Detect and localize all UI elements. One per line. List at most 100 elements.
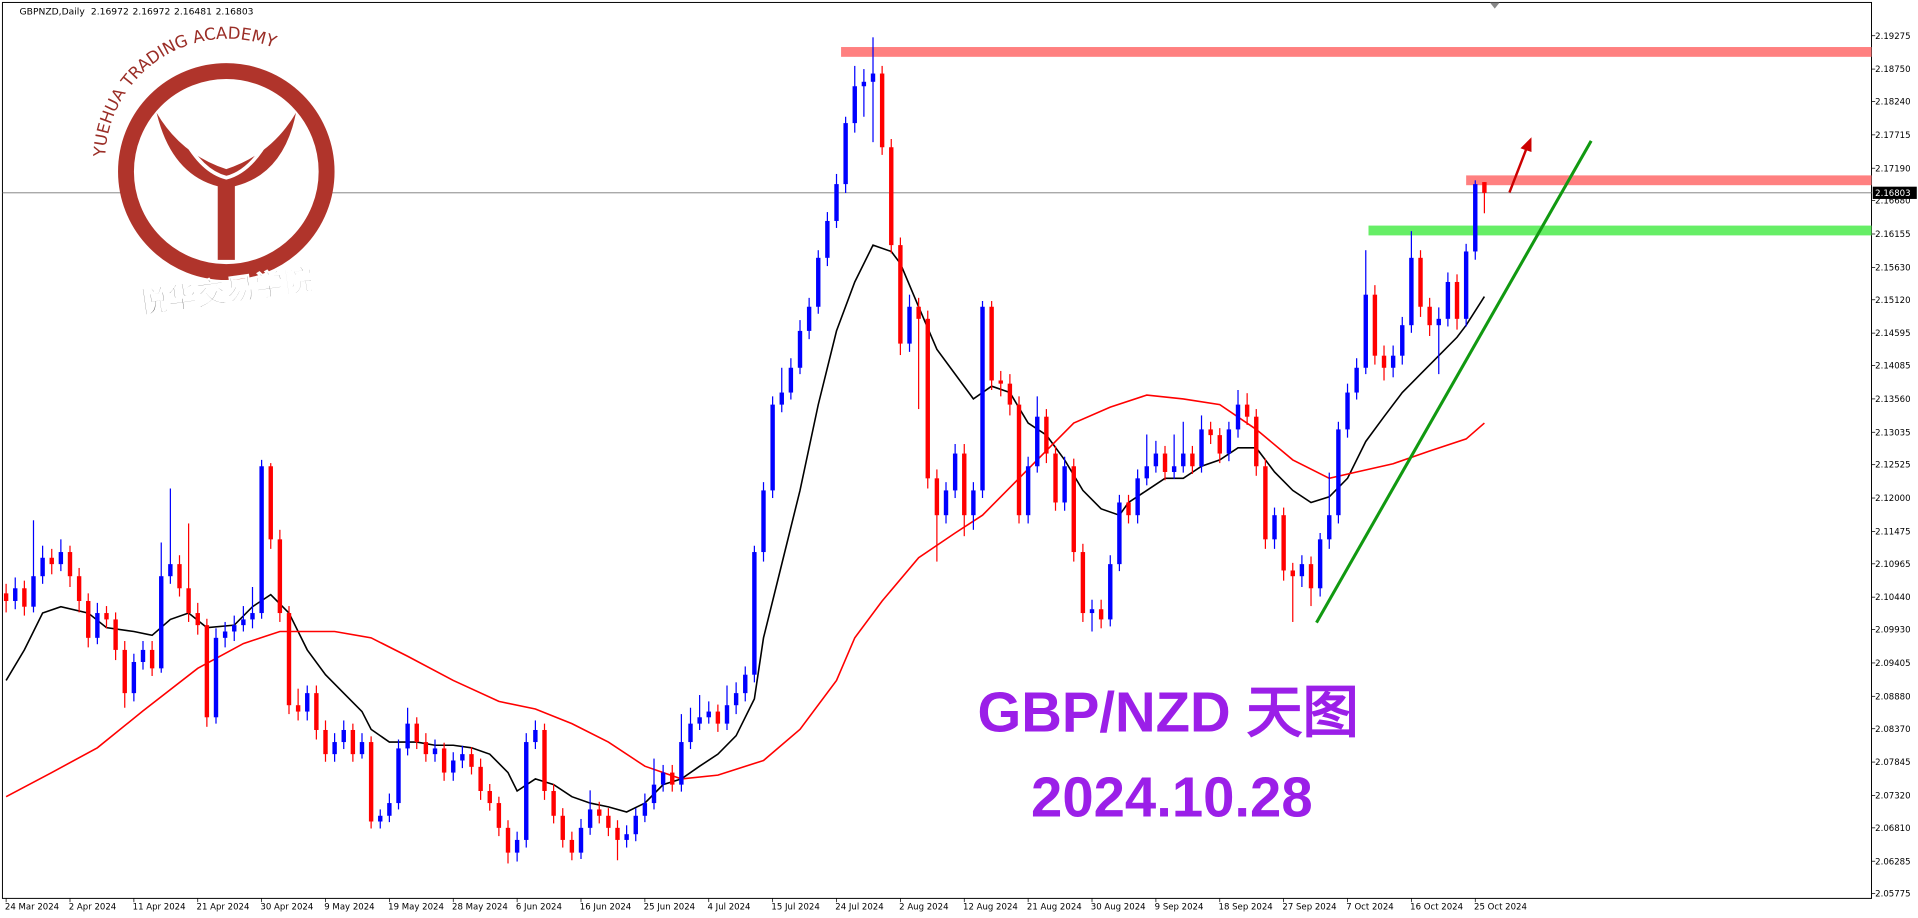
candle-body — [752, 552, 757, 675]
x-tick-label: 12 Aug 2024 — [963, 902, 1018, 912]
candle-body — [1299, 564, 1305, 577]
candle-body — [1400, 325, 1405, 356]
arrow — [1508, 137, 1532, 193]
candle-body — [268, 466, 273, 540]
candle-body — [277, 539, 283, 614]
x-tick-label: 21 Aug 2024 — [1027, 902, 1082, 912]
candle-body — [514, 839, 520, 853]
candle-body — [934, 478, 940, 516]
candle-body — [925, 318, 930, 479]
x-tick-label: 2 Aug 2024 — [899, 902, 948, 912]
y-tick-label: 2.19275 — [1875, 32, 1910, 42]
price-label: 2.16803 — [1875, 189, 1910, 199]
x-tick-label: 25 Oct 2024 — [1474, 902, 1527, 912]
candle-body — [1016, 404, 1022, 516]
candle-body — [706, 711, 711, 718]
y-tick-label: 2.17715 — [1875, 131, 1910, 141]
candle-body — [387, 803, 392, 816]
y-tick-label: 2.12000 — [1875, 494, 1910, 504]
candle-body — [1381, 355, 1387, 368]
candle-body — [1427, 306, 1432, 326]
x-tick-label: 28 May 2024 — [452, 902, 508, 912]
candle-body — [505, 827, 511, 853]
candle-body — [58, 552, 64, 565]
logo-emblem — [156, 112, 297, 260]
candle-body — [104, 613, 109, 620]
candle-body — [788, 367, 794, 393]
symbol: GBPNZD,Daily — [20, 7, 86, 18]
candle-body — [816, 257, 821, 307]
candle-body — [852, 86, 857, 124]
x-tick-label: 19 May 2024 — [388, 902, 444, 912]
y-tick-label: 2.07320 — [1875, 791, 1910, 801]
x-tick-label: 15 Jul 2024 — [771, 902, 819, 912]
candle-body — [140, 649, 146, 662]
candles — [3, 37, 1487, 864]
candle-body — [569, 839, 575, 853]
candle-body — [195, 613, 200, 626]
candle-body — [889, 147, 894, 246]
candle-body — [624, 834, 629, 840]
candle-body — [587, 809, 593, 828]
low: 2.16481 — [174, 7, 212, 18]
candle-body — [898, 245, 903, 344]
candle-body — [1281, 515, 1286, 571]
candle-body — [86, 600, 91, 638]
candle-body — [286, 613, 292, 706]
y-tick-label: 2.08370 — [1875, 725, 1910, 735]
x-tick-label: 11 Apr 2024 — [133, 902, 186, 912]
candle-body — [971, 490, 976, 516]
candle-body — [1098, 609, 1104, 620]
candle-body — [323, 729, 328, 755]
candle-body — [733, 693, 739, 706]
candle-body — [1217, 435, 1222, 454]
candle-body — [916, 306, 921, 319]
y-tick-label: 2.11475 — [1875, 527, 1910, 537]
candle-body — [295, 705, 301, 712]
x-tick-label: 24 Mar 2024 — [5, 902, 59, 912]
candle-body — [1290, 570, 1295, 577]
close: 2.16803 — [216, 7, 254, 18]
candle-body — [834, 184, 839, 221]
level-band — [841, 47, 1872, 57]
x-tick-label: 25 Jun 2024 — [644, 902, 695, 912]
candle-body — [551, 790, 556, 816]
candle-body — [177, 564, 182, 589]
candle-body — [1473, 184, 1478, 252]
x-tick-label: 27 Sep 2024 — [1282, 902, 1336, 912]
candle-body — [1445, 281, 1451, 319]
y-tick-label: 2.14595 — [1875, 329, 1910, 339]
candle-body — [259, 466, 264, 614]
candle-body — [1053, 453, 1058, 503]
candle-body — [1181, 453, 1186, 467]
candle-body — [679, 742, 684, 785]
candle-body — [1080, 552, 1086, 614]
y-tick-label: 2.06285 — [1875, 857, 1910, 867]
candle-body — [797, 330, 803, 368]
candle-body — [1363, 294, 1368, 368]
candle-body — [806, 306, 812, 331]
candle-body — [359, 742, 365, 755]
open: 2.16972 — [91, 7, 129, 18]
candle-body — [943, 490, 949, 516]
candle-body — [1007, 383, 1013, 405]
candle-body — [1372, 294, 1378, 356]
candle-body — [186, 588, 191, 614]
y-tick-label: 2.15120 — [1875, 296, 1910, 306]
candle-body — [697, 717, 702, 724]
arrow-head — [1520, 137, 1532, 152]
candle-body — [149, 649, 155, 669]
annotation-date: 2024.10.28 — [1031, 765, 1313, 828]
candle-body — [423, 742, 429, 755]
x-tick-label: 30 Aug 2024 — [1091, 902, 1146, 912]
candle-body — [1390, 355, 1396, 368]
candle-body — [1144, 466, 1149, 479]
candle-body — [40, 557, 45, 577]
x-tick-label: 30 Apr 2024 — [260, 902, 313, 912]
y-tick-label: 2.08880 — [1875, 692, 1910, 702]
y-tick-label: 2.12525 — [1875, 461, 1910, 471]
candle-body — [688, 723, 693, 743]
scroll-marker — [1489, 2, 1500, 9]
y-tick-label: 2.13035 — [1875, 428, 1910, 438]
